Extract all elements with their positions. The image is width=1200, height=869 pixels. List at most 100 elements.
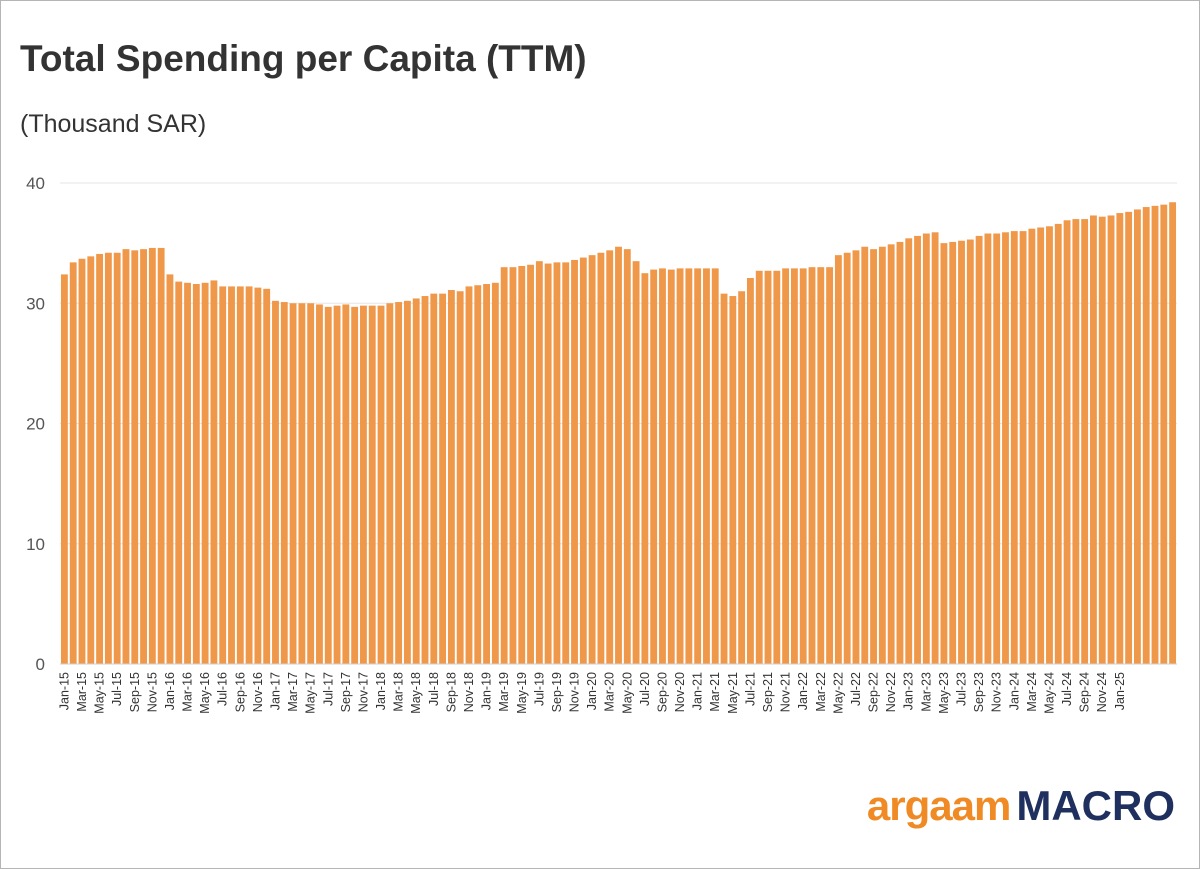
x-tick-label: Jan-16 [163,672,177,710]
bar [219,286,227,664]
bar [122,249,130,664]
bar [808,267,816,664]
bar [403,300,411,664]
bar [966,239,974,664]
bar [1046,226,1053,665]
x-tick-label: May-17 [304,672,318,714]
bar [386,303,394,664]
x-tick-label: Sep-24 [1078,672,1092,712]
bar [280,302,288,664]
bar [1010,231,1018,664]
x-tick-label: May-16 [198,672,212,714]
x-tick-label: Jul-23 [955,672,969,706]
bar [1019,231,1027,664]
bar [799,268,807,664]
bar [1063,220,1071,664]
x-tick-label: Jul-20 [638,672,652,706]
bar [1054,223,1062,664]
y-tick-label: 40 [26,174,45,193]
x-tick-label: Jul-22 [849,672,863,706]
bar [236,286,244,664]
bar [676,268,684,664]
bar [78,258,86,664]
bar [518,265,526,664]
bar [175,281,183,664]
bar [509,267,517,664]
x-tick-label: Mar-18 [392,672,406,712]
x-tick-label: Nov-22 [884,672,898,712]
bar [597,252,605,664]
chart-title: Total Spending per Capita (TTM) [20,38,587,79]
bar [465,286,473,664]
y-tick-label: 10 [26,535,45,554]
bar [148,247,156,664]
bar [140,249,147,664]
x-tick-label: Mar-16 [181,672,195,712]
bar [861,246,869,665]
x-tick-label: Jan-20 [585,672,599,710]
bar [993,233,1001,664]
bar [210,280,218,664]
bar [914,235,921,664]
x-tick-label: Nov-18 [462,672,476,712]
bar [606,250,614,664]
bar [1037,227,1045,664]
bar [931,232,939,665]
x-tick-label: Nov-24 [1095,672,1109,712]
bar [333,305,341,664]
bar [192,284,200,664]
x-tick-label: Jan-19 [480,672,494,710]
bar [615,246,622,665]
x-tick-label: Jan-17 [268,672,282,710]
x-tick-label: Nov-20 [673,672,687,712]
x-tick-label: Nov-15 [145,672,159,712]
bar [342,304,350,664]
logo-product-text: MACRO [1016,782,1175,829]
bar [852,250,860,664]
bar [632,261,640,664]
x-tick-label: Jan-18 [374,672,388,710]
bar [272,300,279,664]
x-tick-label: Sep-15 [128,672,142,712]
bar [667,269,675,664]
bar [958,240,965,664]
y-tick-label: 20 [26,415,45,434]
bar [755,270,763,664]
bars [60,202,1177,665]
bar [307,303,315,664]
bar [834,255,842,664]
bar [166,274,174,664]
bar [940,243,948,664]
bar [1116,213,1124,664]
x-tick-label: Sep-21 [761,672,775,712]
x-tick-label: May-22 [831,672,845,714]
bar [905,238,913,664]
bar [659,268,666,664]
bar [975,235,983,664]
x-tick-label: Mar-23 [919,672,933,712]
bar [588,255,596,664]
bar [843,252,851,664]
x-tick-label: Sep-18 [444,672,458,712]
x-tick-label: Nov-23 [990,672,1004,712]
bar [500,267,508,664]
x-tick-label: Jul-19 [532,672,546,706]
bar [738,291,746,664]
bar [1133,209,1141,664]
x-tick-label: Jul-18 [427,672,441,706]
bar [412,298,420,664]
bar [571,259,578,664]
x-tick-label: May-20 [620,672,634,714]
bar [421,296,429,664]
bar [1169,202,1177,665]
x-tick-label: May-19 [515,672,529,714]
bar [298,303,306,664]
bar [324,306,332,664]
x-tick-label: Jan-25 [1113,672,1127,710]
x-tick-label: Jan-15 [57,672,71,710]
bar [474,285,482,664]
bar [60,274,68,664]
bar [826,267,834,664]
bar [703,268,710,664]
x-tick-label: Mar-21 [708,672,722,712]
